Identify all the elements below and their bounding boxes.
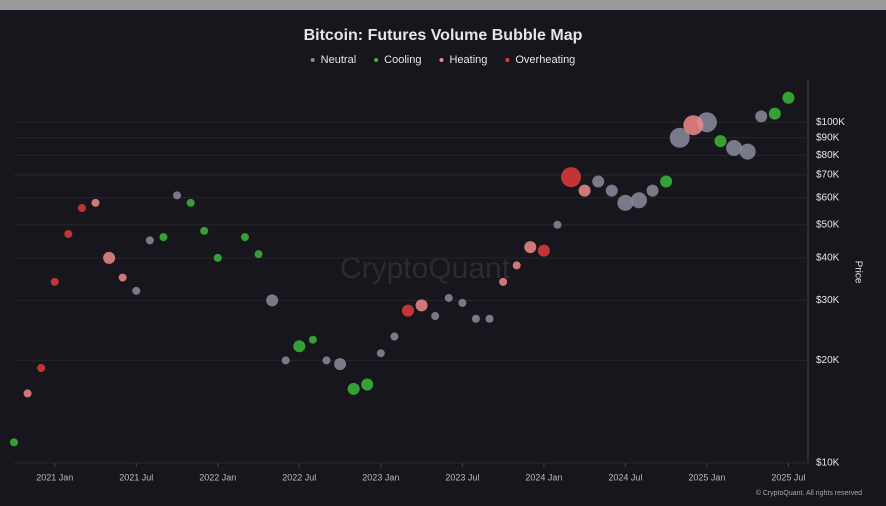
- bubble: [499, 277, 508, 286]
- bubble: [91, 198, 100, 207]
- top-bar: [0, 0, 886, 10]
- legend-label: Neutral: [321, 54, 356, 66]
- bubble: [159, 233, 168, 242]
- bubble: [485, 314, 494, 323]
- legend-marker: [439, 58, 444, 62]
- watermark: CryptoQuant: [340, 252, 511, 285]
- y-tick-label: $100K: [816, 117, 845, 128]
- y-tick-label: $90K: [816, 132, 840, 143]
- bubble: [376, 349, 385, 358]
- bubble: [173, 191, 182, 200]
- x-tick-label: 2022 Jul: [282, 472, 316, 482]
- bubble: [553, 220, 562, 229]
- bubble: [145, 236, 154, 245]
- bubble: [524, 241, 537, 254]
- legend-label: Cooling: [384, 54, 421, 66]
- bubble: [444, 293, 453, 302]
- bubble: [118, 273, 127, 282]
- bubble: [592, 175, 605, 188]
- y-axis-title: Price: [852, 261, 863, 284]
- bubble: [458, 298, 467, 307]
- legend-marker: [505, 58, 510, 62]
- bubble: [726, 140, 743, 157]
- y-tick-label: $60K: [816, 192, 840, 203]
- bubble: [322, 356, 331, 365]
- bubble: [669, 127, 690, 148]
- bubble: [23, 389, 32, 398]
- bubble: [537, 244, 550, 257]
- bubble: [254, 250, 263, 259]
- legend-marker: [374, 58, 379, 62]
- bubble: [103, 251, 116, 264]
- bubble: [646, 184, 659, 197]
- chart-title: Bitcoin: Futures Volume Bubble Map: [304, 27, 583, 44]
- bubble: [37, 364, 46, 373]
- bubble: [293, 340, 306, 353]
- y-tick-label: $20K: [816, 355, 840, 366]
- x-tick-label: 2024 Jan: [525, 472, 562, 482]
- bubble: [186, 198, 195, 207]
- legend-marker: [310, 58, 315, 62]
- bubble: [240, 233, 249, 242]
- x-tick-label: 2022 Jan: [199, 472, 236, 482]
- bubble: [361, 378, 374, 391]
- bubble: [512, 261, 521, 270]
- bubble: [213, 253, 222, 262]
- bubble: [683, 115, 704, 136]
- x-tick-label: 2023 Jul: [445, 472, 479, 482]
- y-tick-label: $80K: [816, 150, 840, 161]
- bubble: [10, 438, 18, 447]
- bubble: [768, 107, 781, 120]
- bubble: [755, 110, 768, 123]
- bubble: [347, 382, 360, 395]
- bubble: [605, 184, 618, 197]
- bubble: [266, 294, 279, 307]
- bubble: [50, 277, 59, 286]
- bubble: [64, 229, 73, 238]
- x-tick-label: 2021 Jan: [36, 472, 73, 482]
- footer: © CryptoQuant. All rights reserved: [756, 489, 862, 497]
- bubble: [200, 226, 209, 235]
- bubble: [739, 143, 756, 160]
- bubble: [578, 184, 591, 197]
- bubble: [431, 311, 440, 320]
- x-tick-label: 2021 Jul: [119, 472, 153, 482]
- bubble: [617, 194, 634, 211]
- bubble: [390, 332, 399, 341]
- y-tick-label: $70K: [816, 170, 840, 181]
- bubble: [132, 286, 141, 295]
- bubble: [402, 304, 414, 317]
- x-tick-label: 2025 Jul: [771, 472, 805, 482]
- bubble: [281, 356, 290, 365]
- bubble: [660, 175, 673, 188]
- bubble: [561, 167, 582, 188]
- legend-label: Heating: [449, 54, 487, 66]
- bubble: [471, 314, 480, 323]
- x-tick-label: 2023 Jan: [362, 472, 399, 482]
- bubble: [334, 358, 347, 371]
- bubble: [782, 91, 795, 104]
- legend-label: Overheating: [515, 54, 575, 66]
- bubble: [77, 204, 86, 213]
- y-tick-label: $50K: [816, 219, 840, 230]
- x-tick-label: 2025 Jan: [688, 472, 725, 482]
- x-tick-label: 2024 Jul: [608, 472, 642, 482]
- bubble: [415, 299, 428, 312]
- bubble: [630, 192, 647, 209]
- y-tick-label: $10K: [816, 458, 840, 469]
- bubble: [714, 135, 727, 148]
- y-tick-label: $40K: [816, 252, 840, 263]
- bubble: [308, 335, 317, 344]
- y-tick-label: $30K: [816, 295, 840, 306]
